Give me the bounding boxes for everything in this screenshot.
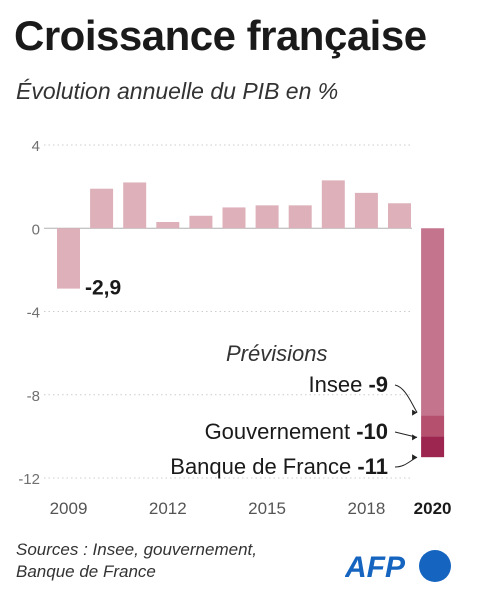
forecast-arrowhead-3	[412, 454, 418, 461]
forecast-arrowhead-1	[412, 409, 418, 416]
sources-line-1: Sources : Insee, gouvernement,	[16, 540, 257, 559]
bar-2014	[222, 207, 246, 229]
afp-logo-text: AFP	[345, 551, 406, 584]
bar-chart: 4 0 -4 -8 -12 2009 2012 2015 2018 2020 -2,9 Prévisi…	[18, 138, 451, 518]
afp-logo: AFP	[345, 550, 451, 584]
x-tick-label-2009: 2009	[50, 499, 88, 518]
forecast-name: Banque de France	[170, 454, 357, 479]
bar-2019	[388, 203, 411, 229]
bar-2020-banque-de-france	[421, 436, 445, 458]
forecast-value: -11	[357, 454, 388, 479]
forecast-label-2: Gouvernement -10	[205, 419, 388, 444]
bar-2015	[255, 205, 279, 229]
bar-2011	[123, 182, 147, 229]
forecast-value: -10	[356, 419, 388, 444]
bar-2018	[354, 192, 378, 229]
data-label-2009: -2,9	[85, 277, 121, 300]
labels-layer: 4 0 -4 -8 -12 2009 2012 2015 2018 2020 -2,9 Prévisi…	[18, 138, 451, 518]
bar-2017	[321, 180, 345, 229]
sources-note: Sources : Insee, gouvernement, Banque de…	[16, 539, 257, 583]
forecast-connector-1	[394, 384, 418, 413]
x-tick-label-2020: 2020	[414, 499, 452, 518]
forecast-value: -9	[368, 372, 388, 397]
y-tick-label: -12	[18, 471, 40, 488]
forecast-name: Insee	[309, 372, 369, 397]
x-tick-label-2012: 2012	[149, 499, 187, 518]
y-tick-label: 4	[32, 138, 40, 155]
forecast-arrowhead-2	[412, 434, 418, 441]
y-tick-label: 0	[32, 221, 40, 238]
x-tick-label-2015: 2015	[248, 499, 286, 518]
afp-logo-circle	[419, 550, 451, 582]
forecast-name: Gouvernement	[205, 419, 357, 444]
bar-2013	[189, 215, 213, 229]
sources-line-2: Banque de France	[16, 562, 156, 581]
bars-layer	[57, 180, 445, 458]
bar-2020-gouvernement	[421, 415, 445, 437]
forecast-label-3: Banque de France -11	[170, 454, 388, 479]
y-tick-label: -8	[27, 388, 40, 405]
y-tick-label: -4	[27, 305, 40, 322]
chart-title: Croissance française	[14, 12, 427, 59]
forecast-heading: Prévisions	[226, 341, 327, 366]
bar-2012	[156, 222, 180, 229]
bar-2016	[288, 205, 312, 229]
bar-2020-insee	[421, 228, 445, 416]
chart-subtitle: Évolution annuelle du PIB en %	[16, 78, 339, 104]
bar-2009	[57, 228, 80, 289]
bar-2010	[90, 188, 114, 229]
x-tick-label-2018: 2018	[347, 499, 385, 518]
forecast-label-1: Insee -9	[309, 372, 389, 397]
